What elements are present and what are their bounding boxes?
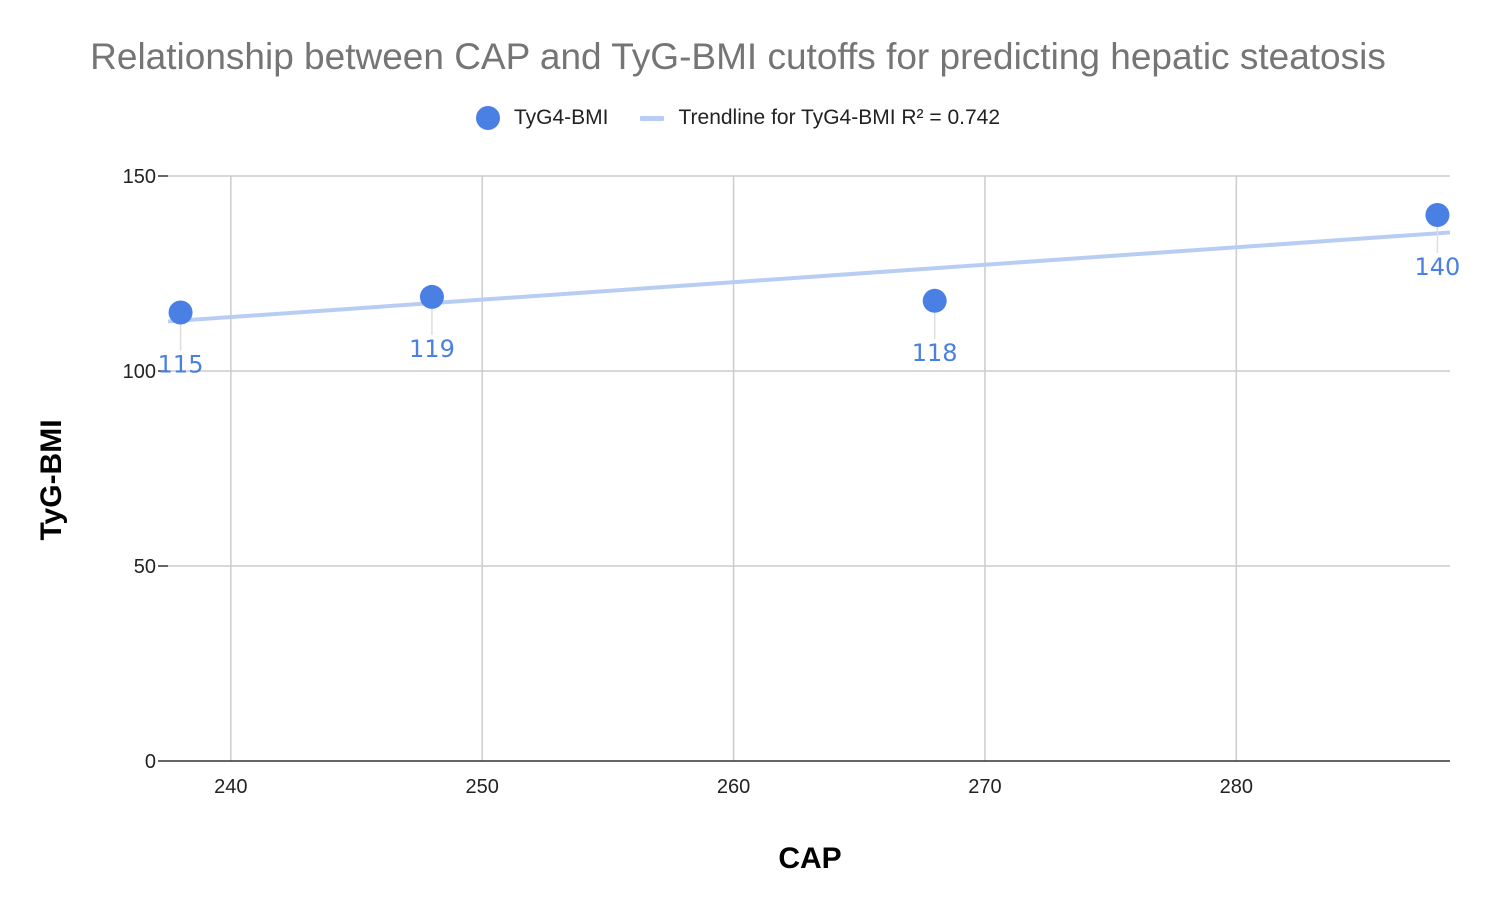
y-axis-title: TyG-BMI <box>35 419 68 541</box>
chart-title: Relationship between CAP and TyG-BMI cut… <box>90 36 1386 77</box>
y-tick-label: 150 <box>123 166 156 188</box>
x-tick-label: 240 <box>214 776 247 798</box>
trendline <box>167 230 1451 324</box>
legend-marker-line-icon <box>640 115 665 121</box>
data-point <box>922 288 947 313</box>
data-point <box>168 300 193 325</box>
legend-item-series[interactable]: TyG4-BMI <box>475 106 609 130</box>
x-tick-label: 280 <box>1220 776 1253 798</box>
legend-label-series: TyG4-BMI <box>513 106 609 129</box>
data-point <box>419 284 444 309</box>
y-tick-label: 50 <box>134 556 156 578</box>
x-tick-label: 250 <box>466 776 499 798</box>
data-label: 140 <box>1415 253 1461 281</box>
legend-label-trendline: Trendline for TyG4-BMI R² = 0.742 <box>678 106 1001 129</box>
legend-marker-dot-icon <box>475 106 500 130</box>
y-tick-label: 0 <box>145 751 156 773</box>
data-label: 119 <box>409 335 455 363</box>
data-label: 118 <box>912 339 958 367</box>
x-axis-title: CAP <box>778 842 842 875</box>
data-point <box>1425 203 1450 227</box>
x-tick-label: 270 <box>968 776 1001 798</box>
data-label: 115 <box>158 351 204 379</box>
x-tick-label: 260 <box>717 776 750 798</box>
legend-item-trendline[interactable]: Trendline for TyG4-BMI R² = 0.742 <box>640 106 1000 130</box>
legend: TyG4-BMI Trendline for TyG4-BMI R² = 0.7… <box>0 106 1476 130</box>
y-tick-label: 100 <box>123 361 156 383</box>
